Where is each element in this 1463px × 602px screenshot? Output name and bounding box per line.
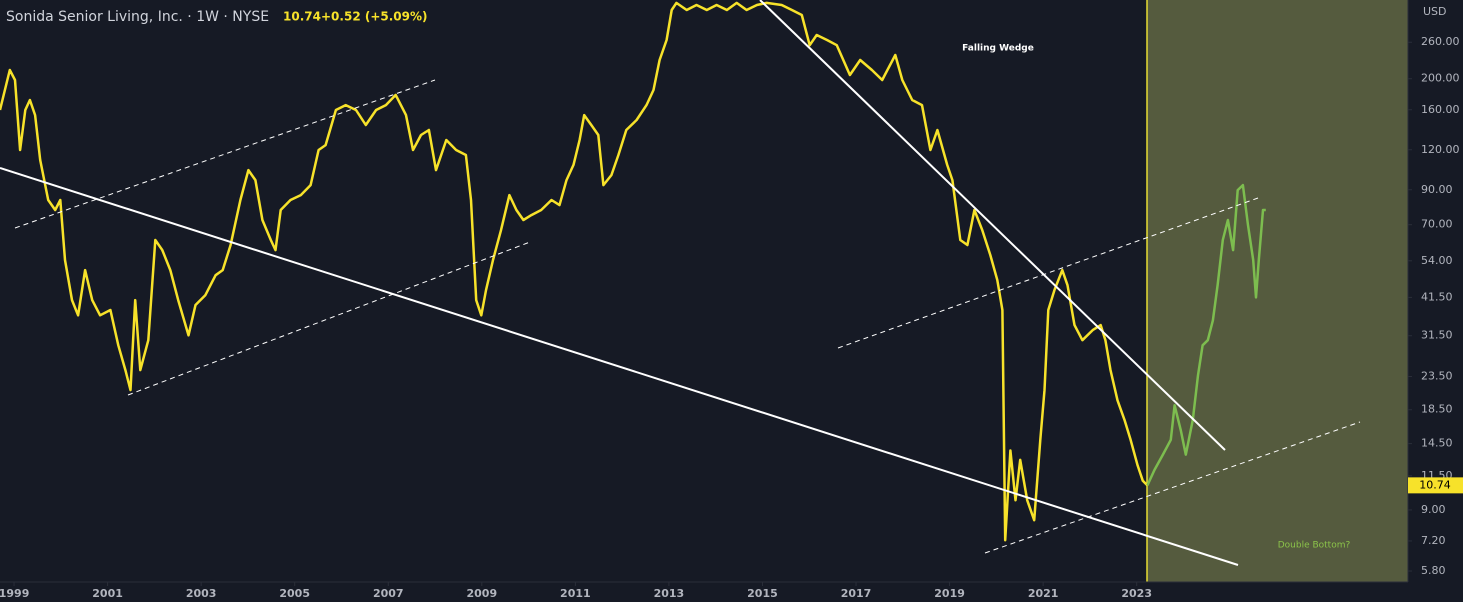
y-tick-label: 14.50 [1421, 437, 1453, 450]
x-tick-label: 2001 [92, 587, 123, 600]
x-tick-label: 2007 [373, 587, 404, 600]
y-tick-label: 90.00 [1421, 183, 1453, 196]
y-tick-label: 18.50 [1421, 403, 1453, 416]
y-tick-label: 31.50 [1421, 329, 1453, 342]
unit-label: USD [1423, 5, 1447, 18]
channel-line [984, 421, 1361, 554]
x-tick-label: 2003 [186, 587, 217, 600]
projection-zone [1147, 0, 1408, 582]
channel-line [14, 79, 436, 229]
header-change: +0.52 (+5.09%) [321, 10, 428, 24]
x-tick-label: 2009 [466, 587, 497, 600]
y-tick-label: 41.50 [1421, 290, 1453, 303]
x-tick-label: 2017 [841, 587, 872, 600]
y-tick-label: 23.50 [1421, 369, 1453, 382]
y-tick-label: 160.00 [1421, 103, 1460, 116]
price-tag [1408, 477, 1463, 494]
y-tick-label: 200.00 [1421, 72, 1460, 85]
channel-line [837, 197, 1259, 349]
wedge-line [759, 0, 1226, 451]
y-tick-label: 7.20 [1421, 534, 1446, 547]
x-tick-label: 2013 [654, 587, 685, 600]
y-tick-label: 5.80 [1421, 564, 1446, 577]
trendline [0, 167, 1239, 566]
price-line [1146, 183, 1266, 486]
x-tick-label: 2021 [1028, 587, 1059, 600]
x-tick-label: 2015 [747, 587, 778, 600]
x-tick-label: 2023 [1121, 587, 1152, 600]
header-price: 10.74 [283, 10, 321, 24]
y-tick-label: 260.00 [1421, 35, 1460, 48]
x-tick-label: 2005 [279, 587, 310, 600]
price-tag-label: 10.74 [1419, 478, 1451, 491]
y-tick-label: 70.00 [1421, 218, 1453, 231]
x-tick-label: 2019 [934, 587, 965, 600]
y-tick-label: 54.00 [1421, 254, 1453, 267]
price-line [0, 1, 1149, 542]
annotation: Double Bottom? [1278, 541, 1351, 551]
chart-title: Sonida Senior Living, Inc. · 1W · NYSE [6, 9, 269, 25]
x-tick-label: 1999 [0, 587, 29, 600]
drawings [0, 0, 1361, 566]
plot-area [0, 1, 1266, 542]
y-tick-label: 9.00 [1421, 503, 1446, 516]
annotation: Falling Wedge [962, 44, 1034, 54]
y-tick-label: 120.00 [1421, 143, 1460, 156]
x-tick-label: 2011 [560, 587, 591, 600]
